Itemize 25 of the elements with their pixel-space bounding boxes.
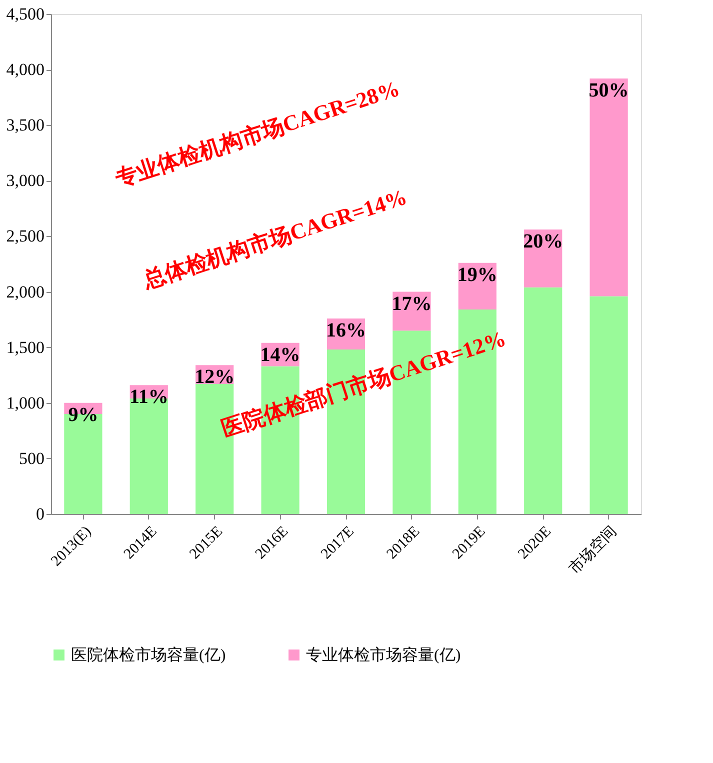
y-tick-label: 3,500: [6, 116, 44, 135]
y-tick-label: 2,000: [6, 282, 44, 302]
annotation: 50%: [588, 79, 629, 102]
bar: [590, 296, 628, 514]
y-tick-label: 4,500: [6, 4, 44, 24]
x-tick-label: 市场空间: [566, 522, 620, 578]
annotation: 17%: [392, 292, 432, 315]
y-tick-label: 1,000: [6, 393, 44, 412]
annotation: 14%: [260, 344, 300, 366]
bar: [524, 287, 562, 514]
annotation: 11%: [129, 386, 168, 408]
legend-label: 专业体检市场容量(亿): [306, 646, 461, 664]
annotation: 9%: [68, 404, 98, 426]
legend-label: 医院体检市场容量(亿): [71, 646, 226, 664]
bar: [590, 78, 628, 296]
annotation: 20%: [523, 230, 564, 253]
y-tick-label: 4,000: [6, 60, 44, 80]
y-tick-label: 0: [36, 504, 44, 524]
annotation: 19%: [457, 264, 498, 286]
y-tick-label: 3,000: [6, 171, 44, 190]
annotation: 16%: [326, 319, 366, 342]
y-tick-label: 1,500: [6, 338, 44, 357]
y-tick-label: 2,500: [6, 226, 44, 246]
annotation: 12%: [194, 366, 235, 388]
y-tick-label: 500: [19, 448, 44, 468]
